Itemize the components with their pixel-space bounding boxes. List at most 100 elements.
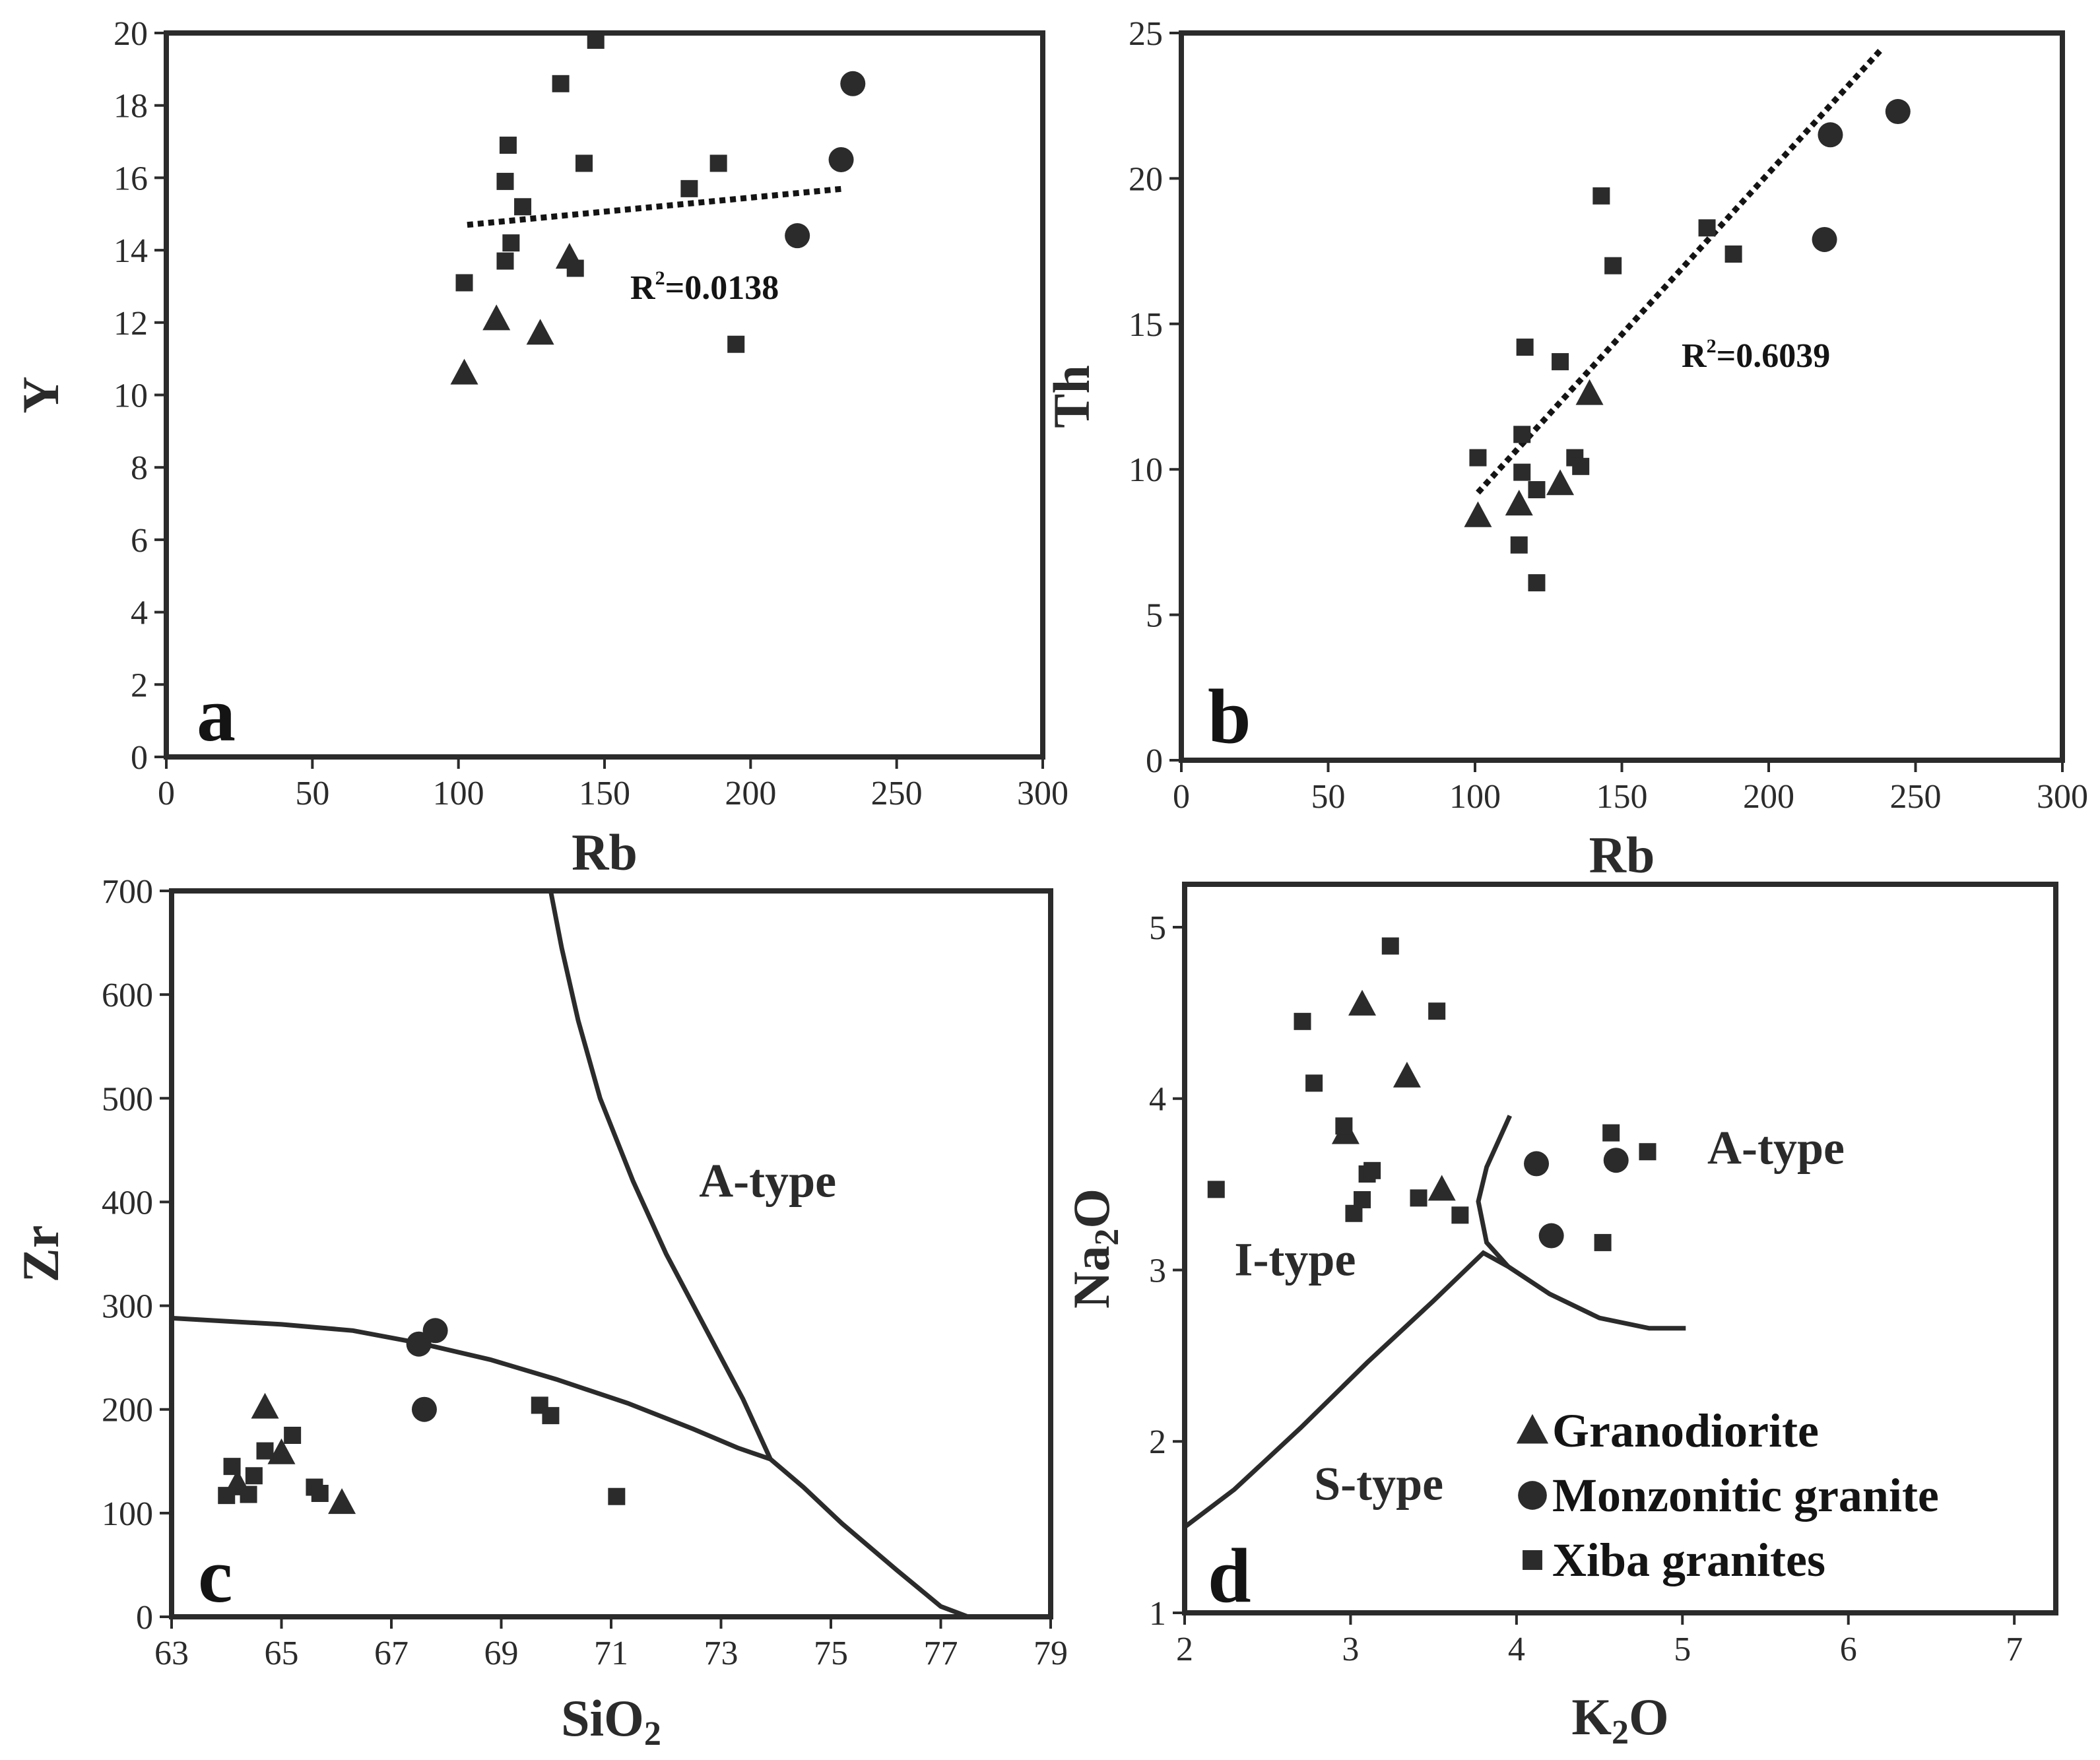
x-tick-label: 300: [2037, 778, 2088, 816]
y-tick-label: 3: [1149, 1252, 1166, 1289]
y-tick-label: 16: [114, 160, 148, 197]
data-point-xiba-granites: [552, 75, 570, 92]
y-tick-label: 100: [102, 1495, 153, 1533]
data-point-granodiorite: [1348, 989, 1377, 1016]
data-point-xiba-granites: [502, 234, 520, 252]
data-point-xiba-granites: [1528, 574, 1546, 592]
plot-frame: [169, 888, 1053, 1619]
y-axis-title: Y: [12, 376, 69, 413]
x-tick-label: 0: [158, 775, 175, 812]
y-tick-label: 4: [131, 595, 148, 632]
y-axis-title: Th: [1043, 365, 1100, 428]
x-tick-label: 150: [1596, 778, 1648, 816]
x-tick-label: 73: [704, 1635, 738, 1672]
legend-label-monzonitic-granite: Monzonitic granite: [1552, 1469, 1939, 1522]
data-point-xiba-granites: [1724, 245, 1742, 263]
data-point-monzonitic-granite: [1812, 226, 1837, 252]
y-tick-label: 10: [1129, 451, 1163, 489]
panel-label: a: [197, 671, 236, 758]
x-axis-title: SiO2: [561, 1689, 661, 1753]
data-point-granodiorite: [1505, 490, 1533, 516]
data-point-xiba-granites: [1639, 1143, 1657, 1161]
panel-c: 63 65 67 69 71 73 75 77 79 0 100 200 300 400 500 600 700…: [12, 873, 1068, 1753]
data-point-xiba-granites: [240, 1485, 257, 1503]
data-point-granodiorite: [1393, 1061, 1421, 1088]
x-tick-label: 200: [725, 775, 776, 812]
y-tick-label: 12: [114, 305, 148, 342]
r-squared-annotation: R2=0.6039: [1682, 335, 1830, 375]
x-tick-label: 75: [814, 1635, 848, 1672]
data-point-xiba-granites: [496, 252, 514, 270]
data-point-xiba-granites: [1381, 937, 1399, 955]
data-point-xiba-granites: [680, 179, 698, 197]
data-point-xiba-granites: [1335, 1117, 1353, 1135]
y-tick-label: 2: [131, 667, 148, 704]
data-point-monzonitic-granite: [1603, 1148, 1629, 1173]
boundary-line: [171, 1315, 771, 1462]
x-tick-label: 79: [1034, 1635, 1068, 1672]
y-axis-title: Zr: [12, 1225, 69, 1283]
x-tick-label: 100: [433, 775, 484, 812]
r-squared-annotation: R2=0.0138: [630, 267, 779, 307]
data-point-xiba-granites: [218, 1487, 236, 1505]
data-point-monzonitic-granite: [840, 71, 866, 96]
data-point-granodiorite: [1546, 469, 1575, 496]
x-axis-title: Rb: [572, 824, 638, 881]
data-point-xiba-granites: [1510, 536, 1528, 554]
data-point-xiba-granites: [1594, 1233, 1612, 1251]
data-point-granodiorite: [526, 319, 554, 345]
data-point-granodiorite: [1427, 1175, 1456, 1201]
boundary-line: [1476, 1115, 1512, 1268]
x-tick-label: 7: [2006, 1631, 2023, 1668]
data-point-xiba-granites: [256, 1442, 274, 1460]
y-tick-label: 15: [1129, 306, 1163, 344]
data-point-xiba-granites: [1513, 463, 1531, 481]
data-point-xiba-granites: [542, 1407, 560, 1425]
x-tick-label: 50: [1311, 778, 1346, 816]
x-tick-label: 4: [1508, 1631, 1525, 1668]
data-point-monzonitic-granite: [411, 1396, 437, 1422]
data-point-xiba-granites: [1207, 1181, 1225, 1198]
data-point-xiba-granites: [1552, 353, 1569, 371]
data-point-monzonitic-granite: [1538, 1223, 1564, 1249]
panel-label: c: [198, 1532, 232, 1619]
data-point-xiba-granites: [1469, 449, 1487, 467]
y-tick-label: 500: [102, 1080, 153, 1118]
x-tick-label: 77: [924, 1635, 958, 1672]
data-point-xiba-granites: [1451, 1206, 1469, 1224]
data-point-xiba-granites: [1513, 426, 1531, 443]
x-tick-label: 6: [1840, 1631, 1857, 1668]
x-tick-label: 0: [1173, 778, 1190, 816]
data-point-xiba-granites: [1294, 1012, 1311, 1030]
data-point-xiba-granites: [1354, 1190, 1371, 1208]
legend-label-xiba-granites: Xiba granites: [1552, 1534, 1825, 1586]
data-point-monzonitic-granite: [1818, 122, 1843, 148]
data-point-xiba-granites: [1602, 1124, 1620, 1142]
data-point-xiba-granites: [587, 31, 605, 49]
data-point-monzonitic-granite: [1885, 99, 1911, 125]
plot-frame: [164, 30, 1045, 760]
data-point-monzonitic-granite: [422, 1318, 448, 1344]
x-tick-label: 65: [265, 1635, 299, 1672]
y-tick-label: 2: [1149, 1423, 1166, 1461]
panel-a: 0 50 100 150 200 250 300 0 2 4 6 8 10 12 14 16 18 20 Rb Y R2…: [12, 15, 1068, 881]
x-tick-label: 3: [1342, 1631, 1359, 1668]
data-point-granodiorite: [482, 304, 511, 331]
boundary-line: [1183, 1250, 1686, 1529]
x-tick-label: 250: [1890, 778, 1942, 816]
panel-label: b: [1208, 673, 1251, 760]
data-point-xiba-granites: [1528, 481, 1546, 499]
data-point-monzonitic-granite: [1524, 1151, 1550, 1177]
y-tick-label: 18: [114, 88, 148, 125]
data-point-monzonitic-granite: [828, 147, 854, 172]
y-tick-label: 14: [114, 232, 148, 270]
panel-label: d: [1208, 1532, 1251, 1619]
y-tick-label: 200: [102, 1392, 153, 1429]
data-point-xiba-granites: [727, 335, 745, 353]
trend-line: [1476, 48, 1883, 495]
region-label-a-type: A-type: [1707, 1121, 1845, 1174]
data-point-xiba-granites: [1305, 1074, 1323, 1092]
data-point-xiba-granites: [284, 1427, 302, 1444]
data-point-granodiorite: [267, 1438, 296, 1464]
data-point-xiba-granites: [1363, 1161, 1381, 1179]
